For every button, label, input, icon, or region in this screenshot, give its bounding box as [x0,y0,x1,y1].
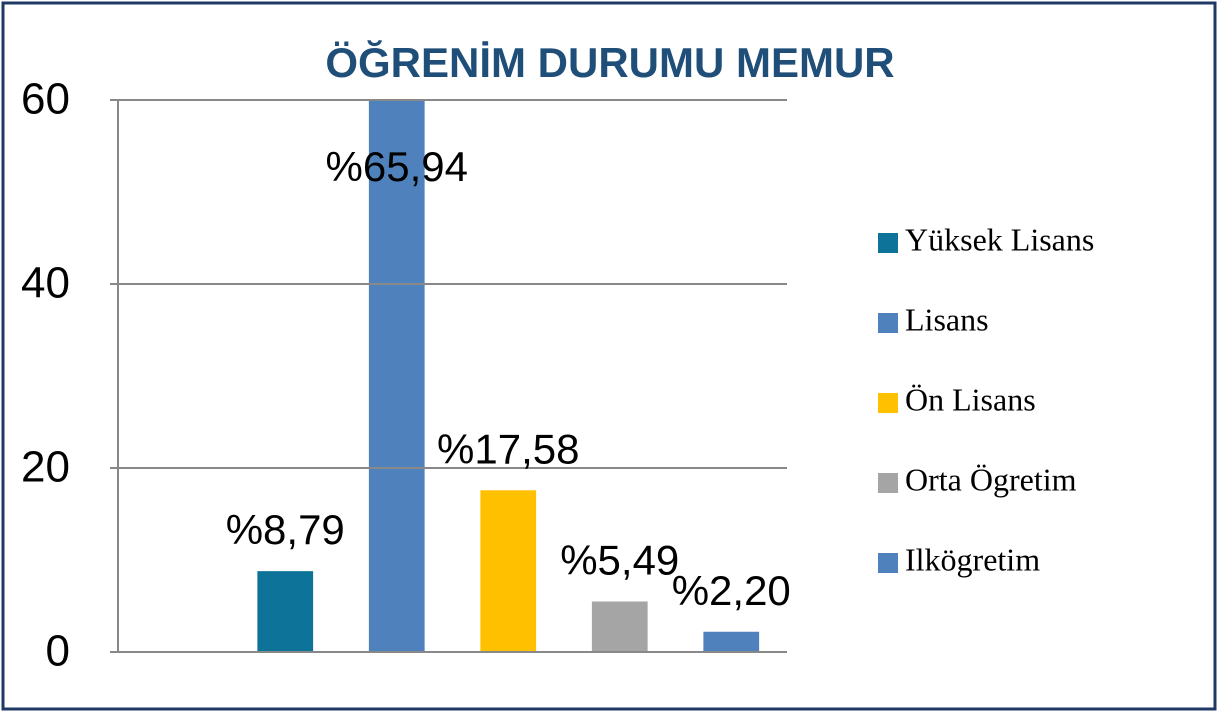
value-label: %5,49 [560,537,679,584]
value-label: %17,58 [437,425,579,472]
y-tick-label: 20 [21,443,70,492]
legend-swatch [878,313,898,333]
value-label: %2,20 [672,567,791,614]
bar [703,631,760,652]
legend-swatch [878,553,898,573]
legend-swatch [878,233,898,253]
legend-swatch [878,393,898,413]
legend-label: Yüksek Lisans [905,221,1094,257]
legend-label: Ilkögretim [905,541,1040,577]
chart-title: ÖĞRENİM DURUMU MEMUR [325,39,894,86]
legend-label: Ön Lisans [905,381,1036,417]
bars [257,100,760,653]
y-tick-label: 40 [21,259,70,308]
legend-label: Lisans [905,301,989,337]
y-tick-label: 60 [21,75,70,124]
y-tick-label: 0 [46,627,70,676]
bar [257,571,314,652]
legend-swatch [878,473,898,493]
bar [480,490,537,652]
bar [368,100,425,653]
bar [591,601,648,652]
legend-label: Orta Ögretim [905,461,1077,497]
value-label: %8,79 [226,506,345,553]
value-label: %65,94 [326,143,468,190]
